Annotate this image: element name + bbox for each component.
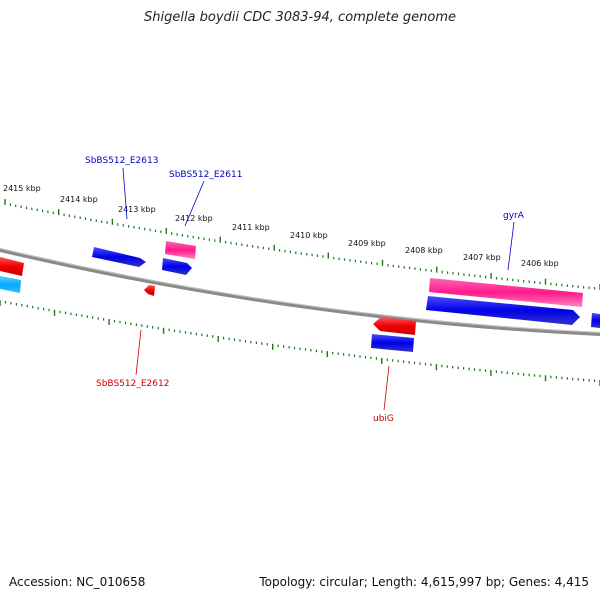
- tick-label-2412: 2412 kbp: [175, 214, 213, 223]
- label-ubig[interactable]: ubiG: [373, 414, 394, 424]
- gene-ubig-upper[interactable]: [373, 317, 416, 335]
- tick-label-2406: 2406 kbp: [521, 259, 559, 268]
- tick-label-2414: 2414 kbp: [60, 195, 98, 204]
- inner-tick-ring: [0, 300, 600, 386]
- gene-edge-right[interactable]: [591, 313, 600, 328]
- label-leaders: [122, 167, 515, 411]
- accession-text: Accession: NC_010658: [9, 575, 146, 589]
- forward-features: [92, 241, 600, 328]
- gene-ubig[interactable]: [371, 334, 414, 352]
- leader-ubig: [383, 365, 390, 411]
- gene-labels: SbBS512_E2613 SbBS512_E2611 gyrA SbBS512…: [85, 156, 525, 424]
- gene-sbbs512-e2612[interactable]: [144, 285, 155, 296]
- leader-e2613: [122, 167, 128, 220]
- map-title: Shigella boydii CDC 3083-94, complete ge…: [143, 10, 457, 25]
- gene-sbbs512-e2613[interactable]: [92, 247, 146, 267]
- genome-summary-text: Topology: circular; Length: 4,615,997 bp…: [259, 575, 589, 589]
- gene-sbbs512-e2611-rna[interactable]: [165, 241, 196, 259]
- gene-edge-left-red[interactable]: [0, 257, 24, 276]
- genome-backbone-highlight: [0, 248, 600, 333]
- tick-label-2413: 2413 kbp: [118, 205, 156, 214]
- gene-edge-left-cyan[interactable]: [0, 276, 21, 293]
- label-sbbs512-e2611[interactable]: SbBS512_E2611: [169, 170, 242, 180]
- leader-e2611: [184, 180, 205, 227]
- tick-label-2408: 2408 kbp: [405, 246, 443, 255]
- tick-label-2409: 2409 kbp: [348, 239, 386, 248]
- label-gyra[interactable]: gyrA: [503, 211, 525, 221]
- tick-label-2415: 2415 kbp: [3, 184, 41, 193]
- genome-backbone: [0, 248, 600, 336]
- tick-label-2410: 2410 kbp: [290, 231, 328, 240]
- tick-label-2411: 2411 kbp: [232, 223, 270, 232]
- outer-tick-ring: [4, 199, 600, 290]
- tick-label-2407: 2407 kbp: [463, 253, 501, 262]
- gene-gyra-rna[interactable]: [429, 278, 583, 307]
- reverse-features: [0, 257, 416, 352]
- tick-labels: 2415 kbp 2414 kbp 2413 kbp 2412 kbp 2411…: [3, 184, 559, 268]
- leader-gyra: [507, 221, 515, 271]
- gene-sbbs512-e2611[interactable]: [162, 258, 192, 275]
- leader-e2612: [135, 329, 142, 376]
- label-sbbs512-e2613[interactable]: SbBS512_E2613: [85, 156, 158, 166]
- gene-gyra[interactable]: [426, 296, 580, 325]
- label-sbbs512-e2612[interactable]: SbBS512_E2612: [96, 379, 169, 389]
